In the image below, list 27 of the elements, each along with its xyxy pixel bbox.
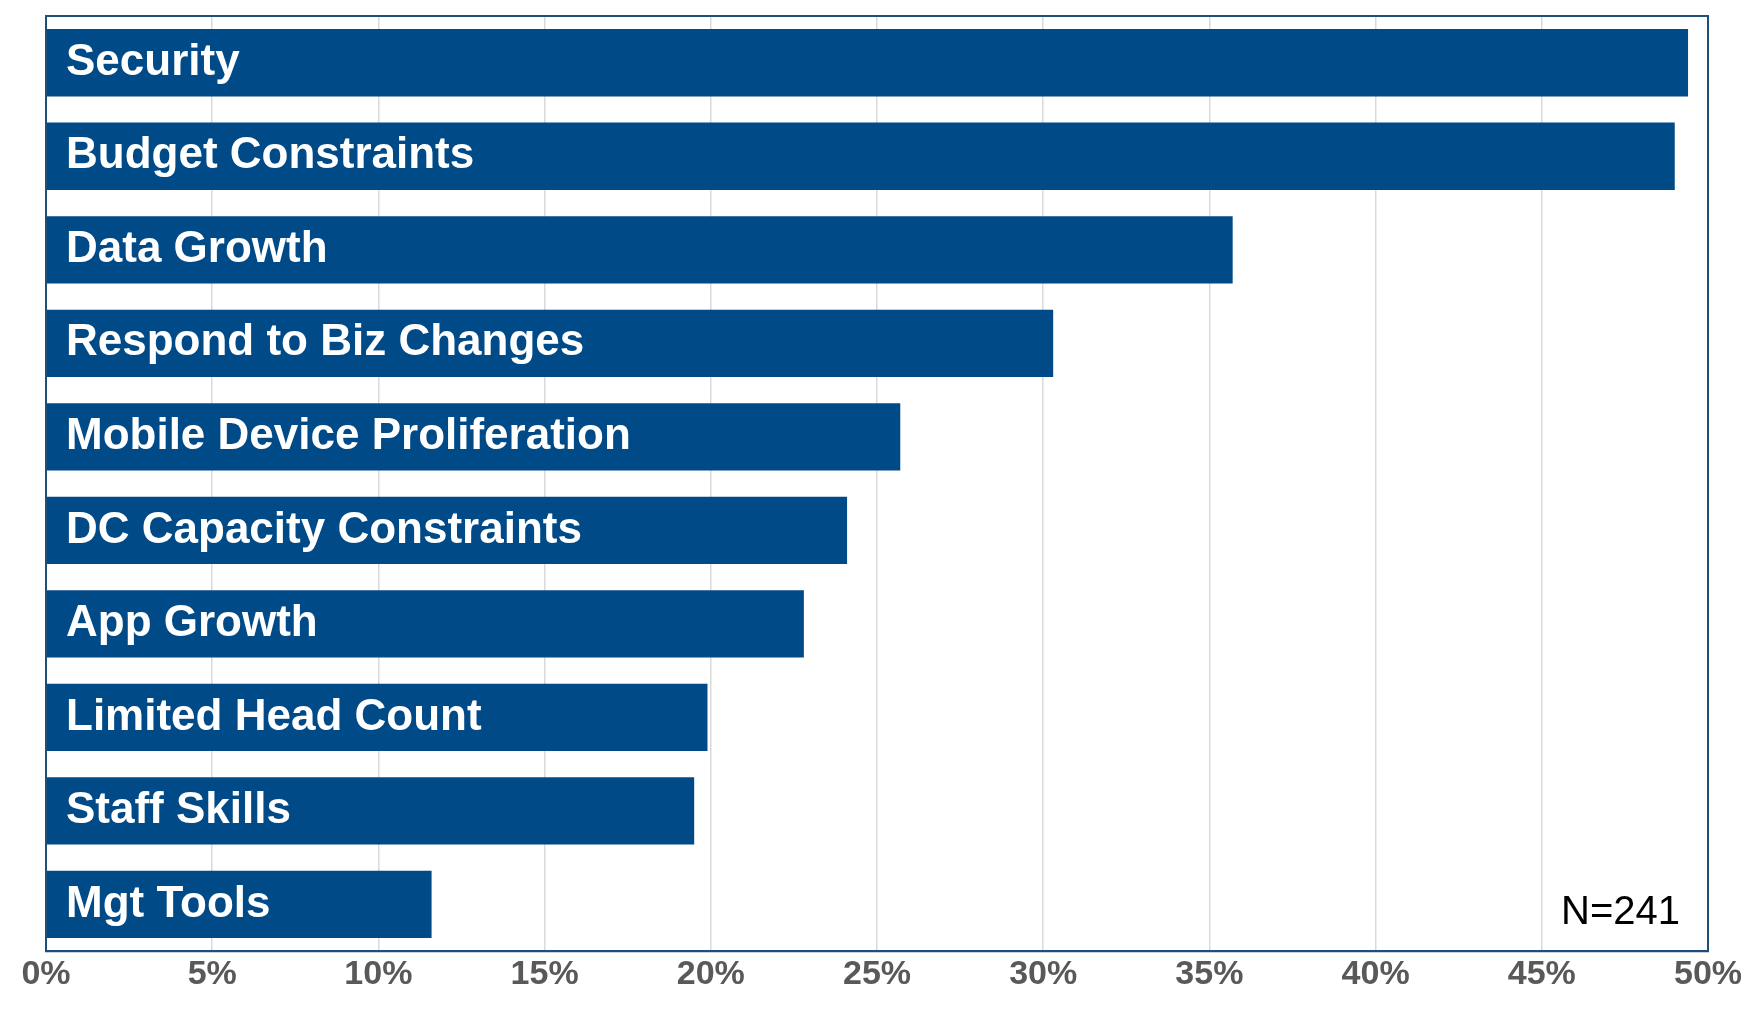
y-tick-label: Budget Constraints (66, 128, 475, 178)
x-tick-label: 20% (676, 952, 745, 991)
x-tick-label: 50% (1673, 952, 1743, 991)
y-tick-label: Mobile Device Proliferation (66, 408, 631, 458)
x-tick-label: 5% (187, 952, 237, 991)
annotation: N=241 (1561, 888, 1680, 933)
bar (46, 590, 804, 658)
y-tick-label: Data Growth (66, 221, 328, 271)
bar (46, 29, 1689, 97)
x-tick-label: 10% (344, 952, 413, 991)
x-tick-label: 15% (510, 952, 579, 991)
y-tick-label: DC Capacity Constraints (66, 502, 582, 552)
y-tick-label: App Growth (66, 596, 318, 646)
x-tick-label: 45% (1507, 952, 1576, 991)
y-tick-label: Staff Skills (66, 783, 291, 833)
y-tick-label: Security (66, 34, 241, 84)
bar (46, 777, 695, 845)
y-tick-label: Limited Head Count (66, 689, 482, 739)
x-tick-label: 35% (1175, 952, 1244, 991)
y-tick-label: Respond to Biz Changes (66, 315, 585, 365)
bar (46, 216, 1233, 284)
x-tick-label: 40% (1341, 952, 1410, 991)
x-tick-label: 0% (21, 952, 71, 991)
bar (46, 122, 1675, 190)
y-tick-label: Mgt Tools (66, 876, 271, 926)
x-tick-label: 30% (1009, 952, 1078, 991)
x-tick-label: 25% (842, 952, 912, 991)
